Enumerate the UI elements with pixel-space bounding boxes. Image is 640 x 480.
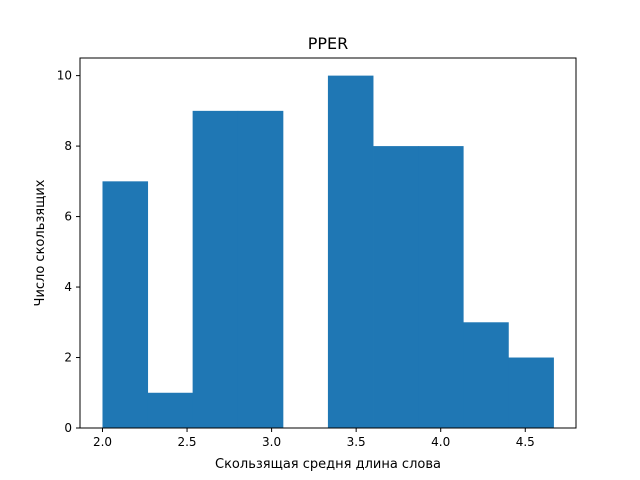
x-tick-label-4: 4.0 [431, 435, 450, 449]
x-axis-ticks: 2.0 2.5 3.0 3.5 4.0 4.5 [93, 428, 535, 449]
y-tick-label-3: 6 [64, 210, 72, 224]
histogram-bar-1 [147, 392, 194, 428]
y-tick-label-5: 10 [57, 69, 72, 83]
x-axis-label: Скользящая средня длина слова [215, 457, 441, 472]
y-tick-label-0: 0 [64, 421, 72, 435]
histogram-bar-8 [463, 322, 509, 428]
histogram-bar-5 [327, 75, 374, 428]
y-axis-label: Число скользящих [33, 179, 48, 306]
histogram-bar-6 [373, 146, 419, 428]
x-tick-label-2: 3.0 [262, 435, 281, 449]
histogram-bar-7 [418, 146, 464, 428]
x-tick-label-0: 2.0 [93, 435, 112, 449]
histogram-bar-0 [102, 181, 149, 428]
x-tick-label-5: 4.5 [516, 435, 535, 449]
y-tick-label-2: 4 [64, 280, 72, 294]
histogram-bar-2 [192, 110, 239, 428]
x-tick-label-3: 3.5 [347, 435, 366, 449]
x-tick-label-1: 2.5 [177, 435, 196, 449]
chart-title: PPER [308, 34, 349, 53]
y-tick-label-4: 8 [64, 139, 72, 153]
histogram-bar-9 [508, 357, 554, 428]
histogram-bar-3 [237, 110, 284, 428]
plot-frame [79, 57, 577, 429]
y-tick-label-1: 2 [64, 351, 72, 365]
y-axis-ticks: 0 2 4 6 8 10 [57, 69, 80, 435]
bars-group [102, 75, 554, 428]
